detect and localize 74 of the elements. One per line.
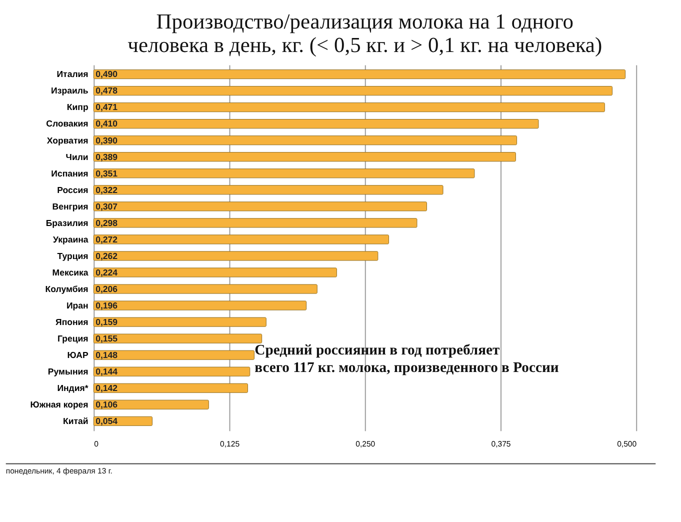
y-tick-label: Япония (56, 316, 88, 327)
data-label: 0,490 (96, 69, 118, 80)
bar (93, 69, 626, 80)
annotation: Средний россиянин в год потребляет всего 117 кг. молока, произведенного в России (254, 342, 560, 376)
y-tick-label: Испания (51, 168, 88, 178)
text: понедельник, 4 февраля 13 г. (6, 466, 112, 476)
y-tick-label: Израиль (51, 86, 89, 96)
bar (93, 251, 378, 261)
data-label: 0,389 (96, 152, 118, 162)
text: Производство/реализация молока на 1 одного (156, 10, 574, 34)
bar (93, 317, 266, 327)
y-tick-label: Словакия (46, 118, 88, 129)
data-label: 0,298 (96, 218, 118, 228)
y-tick-label: Украина (53, 234, 88, 244)
y-tick-label: Китай (63, 416, 88, 426)
x-tick-label: 0 (94, 440, 100, 449)
y-tick-label: Россия (57, 184, 88, 195)
y-tick-label: Колумбия (45, 284, 88, 294)
data-label: 0,272 (96, 234, 118, 244)
y-tick-label: Иран (66, 300, 88, 310)
data-label: 0,224 (96, 267, 118, 278)
data-label: 0,206 (96, 284, 118, 294)
x-tick-label: 0,125 (220, 440, 240, 449)
y-tick-label: Бразилия (46, 218, 88, 228)
y-tick-label: Южная корея (30, 400, 88, 410)
bar (93, 334, 262, 344)
data-label: 0,478 (96, 86, 118, 96)
data-label: 0,155 (96, 333, 118, 344)
y-tick-label: Мексика (52, 267, 88, 278)
bar (93, 86, 612, 96)
y-tick-label: Индия* (57, 383, 89, 394)
x-tick-label: 0,500 (617, 440, 638, 449)
x-tick-label: 0,250 (356, 440, 376, 449)
bar (93, 350, 254, 360)
data-label: 0,196 (96, 300, 118, 310)
bar (93, 383, 248, 393)
data-label: 0,106 (96, 400, 118, 410)
bar (93, 268, 337, 278)
bar (93, 185, 444, 195)
bar (93, 119, 539, 129)
bar (93, 300, 307, 310)
bar (93, 136, 518, 146)
y-tick-label: Кипр (66, 102, 88, 112)
bar (93, 202, 427, 212)
y-tick-label: Чили (66, 152, 88, 162)
bar (93, 366, 250, 376)
y-tick-label: Румыния (48, 366, 88, 377)
data-label: 0,144 (96, 366, 118, 377)
y-tick-label: Италия (56, 69, 88, 80)
data-label: 0,410 (96, 118, 118, 129)
data-label: 0,307 (96, 201, 118, 212)
data-label: 0,351 (96, 168, 118, 178)
y-tick-label: Хорватия (46, 135, 88, 146)
bar (93, 218, 418, 228)
bar (93, 284, 318, 294)
y-tick-label: Турция (57, 250, 88, 261)
bar (93, 102, 605, 112)
y-tick-label: ЮАР (67, 350, 88, 360)
data-label: 0,142 (96, 383, 118, 394)
data-label: 0,390 (96, 135, 118, 146)
bar (93, 152, 516, 162)
data-label: 0,148 (96, 350, 118, 360)
bar (93, 400, 209, 410)
data-label: 0,054 (96, 416, 118, 426)
x-tick-label: 0,375 (491, 440, 512, 449)
bar (93, 168, 475, 178)
data-label: 0,322 (96, 184, 118, 195)
data-label: 0,262 (96, 250, 118, 261)
text: человека в день, кг. (< 0,5 кг. и > 0,1 кг. на человека) (128, 33, 602, 58)
data-label: 0,471 (96, 102, 118, 112)
y-tick-label: Греция (58, 333, 88, 344)
bar (93, 234, 390, 244)
y-tick-label: Венгрия (52, 201, 88, 212)
data-label: 0,159 (96, 316, 118, 327)
